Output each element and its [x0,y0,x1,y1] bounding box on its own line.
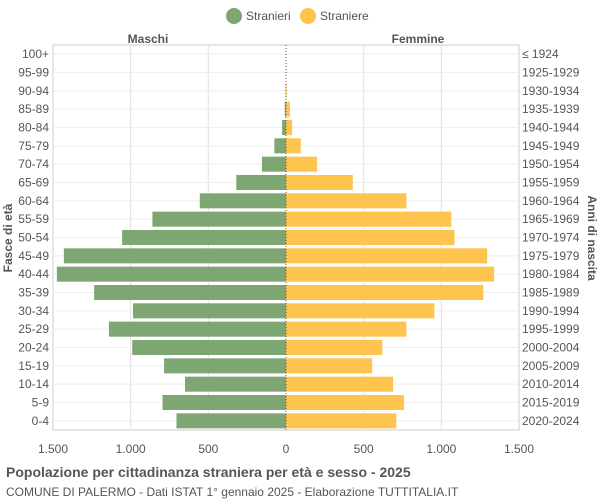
birth-year-label: 1935-1939 [522,102,580,116]
bar-male [176,413,286,429]
birth-year-label: 2015-2019 [522,396,580,410]
bar-male [282,119,286,136]
age-group-label: 20-24 [18,341,49,355]
x-tick-label: 500 [198,442,218,456]
birth-year-label: 1965-1969 [522,212,580,226]
x-tick-label: 500 [354,442,374,456]
bar-female [286,266,495,282]
birth-year-label: 2000-2004 [522,341,580,355]
bar-female [286,321,407,337]
bar-male [261,156,286,172]
age-group-label: 100+ [22,47,49,61]
age-group-label: 0-4 [32,414,50,428]
bar-male [284,101,286,117]
y-axis-title-right: Anni di nascita [585,195,599,281]
age-group-label: 35-39 [18,286,49,300]
bar-female [286,376,394,392]
bar-male [108,321,286,337]
age-group-label: 30-34 [18,304,49,318]
header-femmine: Femmine [392,32,445,46]
bar-male [63,248,286,264]
bar-male [132,339,286,356]
legend-label: Stranieri [246,9,291,23]
age-group-label: 10-14 [18,377,49,391]
age-group-label: 75-79 [18,139,49,153]
birth-year-label: 1940-1944 [522,121,580,135]
age-group-label: 60-64 [18,194,49,208]
legend-swatch [300,8,316,24]
legend-label: Straniere [320,9,369,23]
birth-year-label: 1925-1929 [522,66,580,80]
bar-male [199,193,286,209]
birth-year-label: 2020-2024 [522,414,580,428]
bar-female [286,101,290,117]
birth-year-label: 1970-1974 [522,231,580,245]
bar-female [286,413,397,429]
birth-year-label: 1995-1999 [522,322,580,336]
chart-title: Popolazione per cittadinanza straniera p… [6,464,411,480]
birth-year-label: 1955-1959 [522,176,580,190]
age-group-label: 25-29 [18,322,49,336]
birth-year-label: 1990-1994 [522,304,580,318]
birth-year-label: 1985-1989 [522,286,580,300]
bar-female [286,119,293,136]
birth-year-label: 1975-1979 [522,249,580,263]
age-group-label: 95-99 [18,66,49,80]
birth-year-label: 2005-2009 [522,359,580,373]
x-tick-label: 1.000 [426,442,456,456]
bar-female [286,358,373,374]
age-group-label: 45-49 [18,249,49,263]
age-group-label: 15-19 [18,359,49,373]
bar-female [286,303,435,319]
legend: Stranieri Straniere [226,8,369,24]
header-maschi: Maschi [128,32,169,46]
chart-subtitle: COMUNE DI PALERMO - Dati ISTAT 1° gennai… [6,485,459,499]
age-group-label: 65-69 [18,176,49,190]
birth-year-label: ≤ 1924 [522,47,559,61]
age-group-label: 5-9 [32,396,50,410]
bar-female [286,229,455,246]
bar-male [152,211,286,227]
axis-layer: 1.500 1.000 500 0 500 1.000 1.500 100+ ≤ 1924 95-… [1,32,599,456]
x-tick-label: 1.000 [116,442,146,456]
age-group-label: 40-44 [18,267,49,281]
age-group-label: 55-59 [18,212,49,226]
bar-male [56,266,287,282]
bar-female [286,339,383,356]
age-group-label: 80-84 [18,121,49,135]
legend-swatch [226,8,242,24]
birth-year-label: 1930-1934 [522,84,580,98]
bar-female [286,138,301,154]
x-tick-label: 0 [283,442,290,456]
bar-male [162,394,286,411]
bar-female [286,211,452,227]
bar-female [286,156,318,172]
bar-female [286,174,353,191]
bars-layer [56,83,495,429]
bar-male [94,284,286,301]
y-axis-title-left: Fasce di età [1,203,15,272]
birth-year-label: 2010-2014 [522,377,580,391]
x-tick-label: 1.500 [38,442,68,456]
bar-male [236,174,286,191]
bar-male [132,303,286,319]
birth-year-label: 1945-1949 [522,139,580,153]
birth-year-label: 1950-1954 [522,157,580,171]
bar-male [185,376,286,392]
age-group-label: 90-94 [18,84,49,98]
birth-year-label: 1960-1964 [522,194,580,208]
x-tick-label: 1.500 [504,442,534,456]
bar-male [164,358,286,374]
bar-male [122,229,286,246]
age-group-label: 50-54 [18,231,49,245]
bar-female [286,284,484,301]
bar-female [286,394,405,411]
bar-male [274,138,286,154]
age-group-label: 70-74 [18,157,49,171]
bar-female [286,248,488,264]
bar-female [286,193,407,209]
age-group-label: 85-89 [18,102,49,116]
birth-year-label: 1980-1984 [522,267,580,281]
